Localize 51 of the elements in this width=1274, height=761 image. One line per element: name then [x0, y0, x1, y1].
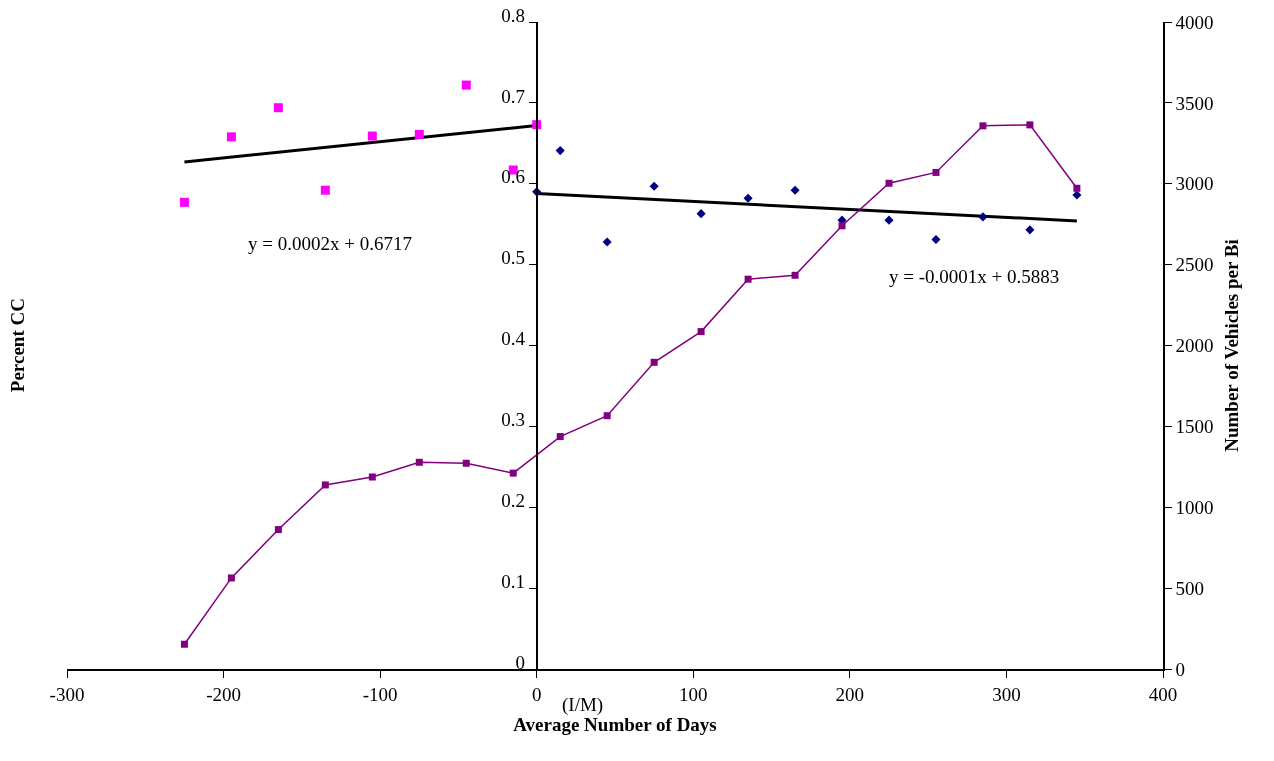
- x-tick-label: 300: [992, 683, 1021, 705]
- y-tick-label: 0.3: [501, 409, 525, 431]
- y2-tick-label: 0: [1175, 658, 1186, 680]
- point: [321, 481, 329, 489]
- x-tick-label: 0: [531, 683, 542, 705]
- annotation: y = -0.0001x + 0.5883: [889, 266, 1060, 287]
- y-tick-label: 0.4: [501, 328, 526, 350]
- y-tick-label: 0.8: [501, 4, 525, 26]
- y-tick-label: 0.7: [501, 85, 525, 107]
- y2-tick-label: 3500: [1175, 92, 1214, 114]
- point: [885, 179, 893, 187]
- y2-tick-label: 500: [1175, 577, 1205, 599]
- y-tick-label: 0.1: [501, 570, 525, 592]
- x-tick-label: 200: [835, 683, 865, 705]
- point: [979, 122, 987, 130]
- y-axis-title: Percent CC: [7, 298, 29, 393]
- x-tick-label: 100: [679, 683, 708, 705]
- x-tick-label: -100: [362, 683, 398, 705]
- point: [697, 328, 705, 336]
- y-tick-label: 0: [515, 651, 525, 673]
- point: [415, 458, 423, 466]
- point: [744, 275, 752, 283]
- point: [791, 271, 799, 279]
- point: [1026, 121, 1034, 129]
- y-tick-label: 0.5: [501, 247, 525, 269]
- point: [227, 574, 235, 582]
- x-tick-label: -200: [206, 683, 241, 705]
- y2-tick-label: 1500: [1175, 416, 1214, 438]
- y2-tick-label: 3000: [1175, 173, 1214, 195]
- point: [462, 459, 470, 467]
- y-tick-label: 0.6: [501, 166, 525, 188]
- point: [1073, 184, 1081, 192]
- y-tick-label: 0.2: [501, 489, 525, 511]
- y2-tick-label: 1000: [1175, 496, 1214, 518]
- y2-tick-label: 2000: [1175, 335, 1214, 357]
- point: [274, 526, 282, 534]
- x-tick-label: 400: [1148, 683, 1178, 705]
- point: [509, 469, 517, 477]
- x-tick-label: -300: [49, 683, 85, 705]
- point: [556, 433, 564, 441]
- point: [838, 222, 846, 230]
- point: [932, 168, 940, 176]
- point: [180, 640, 188, 648]
- point: [603, 412, 611, 420]
- y2-tick-label: 4000: [1175, 11, 1214, 33]
- y2-axis-title: Number of Vehicles per Bi: [1220, 239, 1242, 452]
- point: [368, 473, 376, 481]
- text: (I/M): [562, 694, 604, 716]
- point: [650, 358, 658, 366]
- y2-tick-label: 2500: [1175, 254, 1214, 276]
- annotation: y = 0.0002x + 0.6717: [248, 233, 412, 254]
